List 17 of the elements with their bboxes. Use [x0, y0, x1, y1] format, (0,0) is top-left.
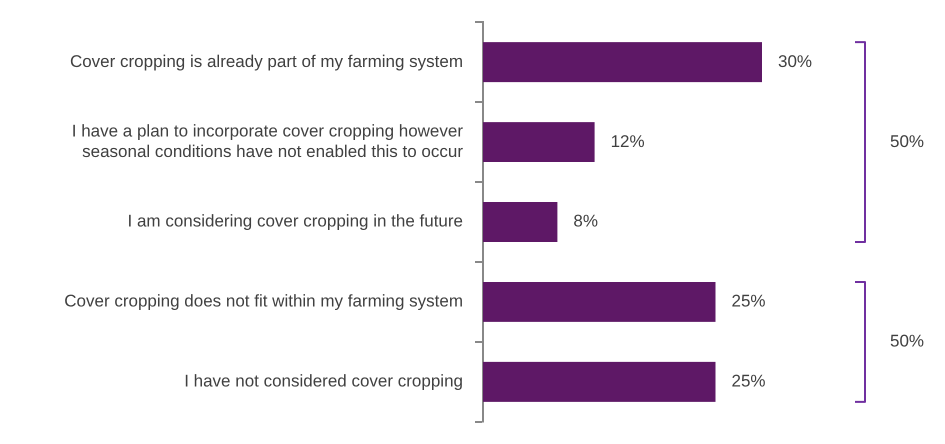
data-label: 25%: [732, 372, 766, 391]
y-tick-label: I have not considered cover cropping: [184, 372, 463, 391]
y-tick-label: I have a plan to incorporate cover cropping however seasonal conditions have not enabled this to occur: [72, 122, 464, 161]
bar: [483, 362, 716, 402]
y-tick-label: I am considering cover cropping in the future: [128, 212, 463, 231]
bar: [483, 122, 595, 162]
bar: [483, 202, 558, 242]
data-label: 12%: [610, 132, 645, 151]
data-label: 8%: [573, 212, 598, 231]
y-tick-label: Cover cropping is already part of my farming system: [70, 52, 463, 71]
bar: [483, 42, 762, 82]
data-label: 25%: [732, 292, 766, 311]
bar: [483, 282, 716, 322]
data-label: 30%: [778, 52, 812, 71]
text: 50%: [890, 132, 924, 151]
y-tick-label: Cover cropping does not fit within my farming system: [64, 292, 463, 311]
text: 50%: [890, 332, 924, 351]
